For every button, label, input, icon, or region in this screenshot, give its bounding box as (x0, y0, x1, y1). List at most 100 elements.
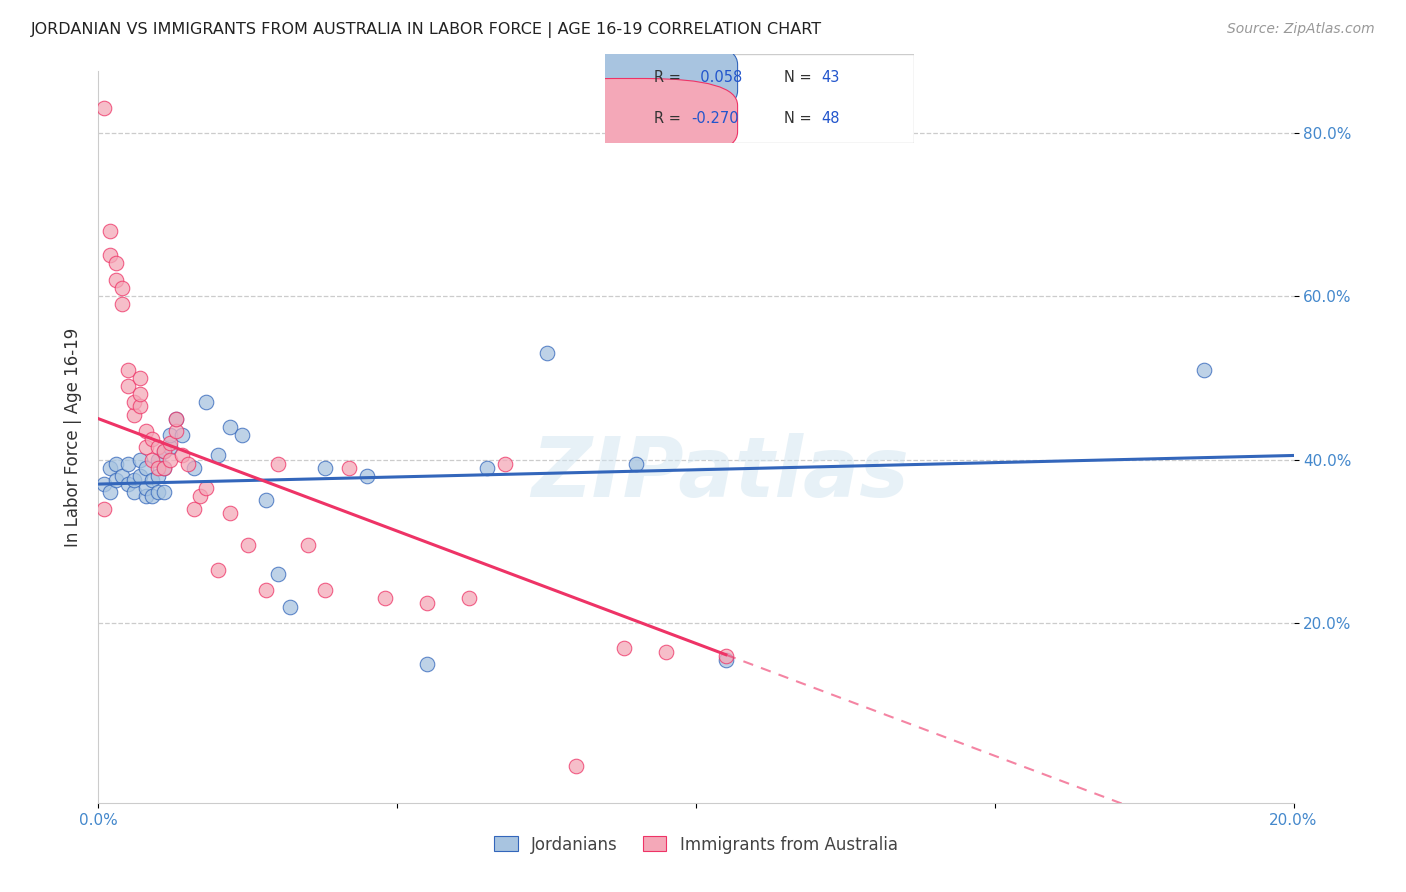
Point (183, 501, 205, 516)
Point (141, 489, 163, 503)
Point (135, 460, 157, 475)
Text: N =: N = (785, 112, 811, 126)
Point (93, 477, 115, 491)
Point (613, 640, 636, 655)
Point (135, 481, 157, 495)
Point (135, 489, 157, 503)
Text: N =: N = (785, 70, 811, 85)
Point (207, 563, 229, 577)
Point (177, 457, 200, 471)
Point (297, 538, 319, 552)
Point (117, 362, 139, 376)
Point (374, 591, 396, 606)
Point (111, 297, 134, 311)
Point (141, 452, 163, 467)
Point (195, 481, 218, 495)
Y-axis label: In Labor Force | Age 16-19: In Labor Force | Age 16-19 (63, 327, 82, 547)
Point (315, 460, 337, 475)
Point (129, 469, 152, 483)
Point (153, 444, 176, 458)
Point (105, 273, 128, 287)
Text: -0.270: -0.270 (692, 112, 738, 126)
Point (129, 400, 152, 414)
FancyBboxPatch shape (605, 54, 914, 143)
Point (98, 485, 122, 500)
Point (475, 460, 498, 475)
Point (117, 379, 139, 393)
Point (148, 485, 170, 500)
Text: 43: 43 (821, 70, 839, 85)
Point (655, 645, 678, 659)
Point (105, 256, 128, 270)
Point (153, 460, 176, 475)
Text: R =: R = (654, 112, 681, 126)
Text: ZIPatlas: ZIPatlas (531, 434, 908, 514)
Point (236, 538, 259, 552)
Point (188, 489, 211, 503)
Point (93, 501, 115, 516)
Point (98, 248, 122, 262)
Point (105, 457, 128, 471)
Point (159, 428, 181, 442)
Point (153, 444, 176, 458)
Point (148, 460, 170, 475)
Point (124, 408, 146, 422)
Point (267, 457, 290, 471)
Point (165, 424, 187, 438)
Text: JORDANIAN VS IMMIGRANTS FROM AUSTRALIA IN LABOR FORCE | AGE 16-19 CORRELATION CH: JORDANIAN VS IMMIGRANTS FROM AUSTRALIA I… (31, 22, 823, 38)
Text: 48: 48 (821, 112, 839, 126)
Point (129, 452, 152, 467)
Point (416, 596, 439, 610)
FancyBboxPatch shape (522, 78, 738, 159)
Point (1192, 362, 1215, 376)
Point (117, 457, 139, 471)
Point (159, 452, 181, 467)
Point (141, 432, 163, 446)
Point (315, 583, 337, 598)
Point (714, 648, 737, 663)
Point (626, 457, 648, 471)
Point (536, 346, 558, 360)
Point (98, 460, 122, 475)
Point (93, 101, 115, 115)
Point (267, 566, 290, 581)
Point (458, 591, 481, 606)
Point (135, 424, 157, 438)
Point (105, 473, 128, 487)
Point (231, 428, 253, 442)
Text: 0.058: 0.058 (692, 70, 742, 85)
Point (219, 420, 242, 434)
Point (111, 281, 134, 295)
Point (165, 411, 187, 425)
Point (124, 485, 146, 500)
Point (254, 493, 277, 508)
Point (714, 653, 737, 667)
Point (195, 395, 218, 409)
Point (172, 428, 194, 442)
Point (254, 583, 277, 598)
Point (565, 759, 588, 773)
Point (129, 387, 152, 401)
Text: Source: ZipAtlas.com: Source: ZipAtlas.com (1227, 22, 1375, 37)
Point (278, 599, 301, 614)
Legend: Jordanians, Immigrants from Australia: Jordanians, Immigrants from Australia (488, 829, 904, 860)
Point (153, 460, 176, 475)
Point (339, 460, 361, 475)
Point (356, 469, 378, 483)
Point (159, 436, 181, 450)
Point (117, 477, 139, 491)
Point (183, 460, 205, 475)
Point (416, 657, 439, 671)
Point (148, 452, 170, 467)
Point (98, 224, 122, 238)
Point (129, 371, 152, 385)
Point (124, 473, 146, 487)
Point (124, 395, 146, 409)
Point (219, 506, 242, 520)
Point (159, 440, 181, 454)
Point (165, 411, 187, 425)
FancyBboxPatch shape (522, 37, 738, 118)
Point (111, 469, 134, 483)
Point (494, 457, 516, 471)
Point (172, 449, 194, 463)
